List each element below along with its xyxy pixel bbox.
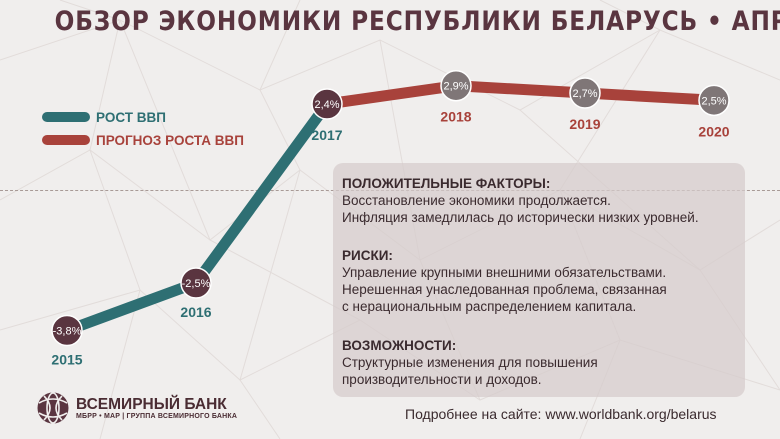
logo-sub-text: МБРР • МАР | ГРУППА ВСЕМИРНОГО БАНКА <box>76 413 238 420</box>
globe-icon <box>37 392 69 424</box>
x-tick-label: 2018 <box>440 109 471 125</box>
positive-factors-line: Восстановление экономики продолжается. <box>342 193 611 208</box>
x-tick-label: 2015 <box>51 351 82 367</box>
risks-line: с нерациональным распределением капитала… <box>342 299 637 314</box>
data-point-marker <box>311 88 343 120</box>
data-label: 2,7% <box>572 88 597 100</box>
series-line-forecast-line <box>321 80 720 110</box>
data-label: -2,5% <box>182 278 211 290</box>
x-tick-label: 2020 <box>698 123 729 139</box>
positive-factors-heading: ПОЛОЖИТЕЛЬНЫЕ ФАКТОРЫ: <box>342 176 551 191</box>
data-label: 2,4% <box>314 99 339 111</box>
data-label: 2,5% <box>701 95 726 107</box>
opportunities: ВОЗМОЖНОСТИ: Структурные изменения для п… <box>342 337 742 388</box>
risks: РИСКИ: Управление крупными внешними обяз… <box>342 247 742 315</box>
logo-main-text: ВСЕМИРНЫЙ БАНК <box>76 396 227 413</box>
data-point-marker <box>180 267 212 299</box>
legend-swatch-forecast <box>42 135 90 145</box>
data-label: 2,9% <box>443 81 468 93</box>
opportunities-line: производительности и доходов. <box>342 372 542 387</box>
x-tick-label: 2016 <box>180 304 211 320</box>
data-point-marker <box>569 77 601 109</box>
data-point-marker <box>440 69 472 102</box>
data-point-2020: 2,5% <box>698 84 730 117</box>
data-label: -3,8% <box>53 325 82 337</box>
legend-swatch-actual <box>42 112 90 122</box>
opportunities-line: Структурные изменения для повышения <box>342 355 598 370</box>
positive-factors: ПОЛОЖИТЕЛЬНЫЕ ФАКТОРЫ: Восстановление эк… <box>342 175 742 226</box>
info-panel <box>333 163 745 397</box>
legend-label-actual: РОСТ ВВП <box>96 109 166 125</box>
data-point-marker <box>51 314 83 347</box>
data-point-2016: -2,5% <box>180 267 212 299</box>
risks-line: Нерешенная унаследованная проблема, связ… <box>342 282 667 297</box>
legend-label-forecast: ПРОГНОЗ РОСТА ВВП <box>96 132 244 148</box>
opportunities-heading: ВОЗМОЖНОСТИ: <box>342 338 457 353</box>
data-point-marker <box>698 84 730 117</box>
world-bank-logo[interactable]: ВСЕМИРНЫЙ БАНК МБРР • МАР | ГРУППА ВСЕМИ… <box>36 391 237 425</box>
x-tick-label: 2019 <box>569 116 600 132</box>
logo-text: ВСЕМИРНЫЙ БАНК МБРР • МАР | ГРУППА ВСЕМИ… <box>76 396 237 420</box>
data-point-2015: -3,8% <box>51 314 83 347</box>
risks-line: Управление крупными внешними обязательст… <box>342 265 667 280</box>
footer-link[interactable]: Подробнее на сайте: www.worldbank.org/be… <box>405 406 717 422</box>
page-title: ОБЗОР ЭКОНОМИКИ РЕСПУБЛИКИ БЕЛАРУСЬ • АП… <box>54 6 780 37</box>
risks-heading: РИСКИ: <box>342 248 393 263</box>
x-tick-label: 2017 <box>311 127 342 143</box>
data-point-2017: 2,4% <box>311 88 343 120</box>
data-point-2018: 2,9% <box>440 69 472 102</box>
data-point-2019: 2,7% <box>569 77 601 109</box>
positive-factors-line: Инфляция замедлилась до исторически низк… <box>342 210 699 225</box>
chart-legend: РОСТ ВВП ПРОГНОЗ РОСТА ВВП <box>42 106 244 152</box>
legend-item-forecast: ПРОГНОЗ РОСТА ВВП <box>42 129 244 151</box>
legend-item-actual: РОСТ ВВП <box>42 106 244 128</box>
